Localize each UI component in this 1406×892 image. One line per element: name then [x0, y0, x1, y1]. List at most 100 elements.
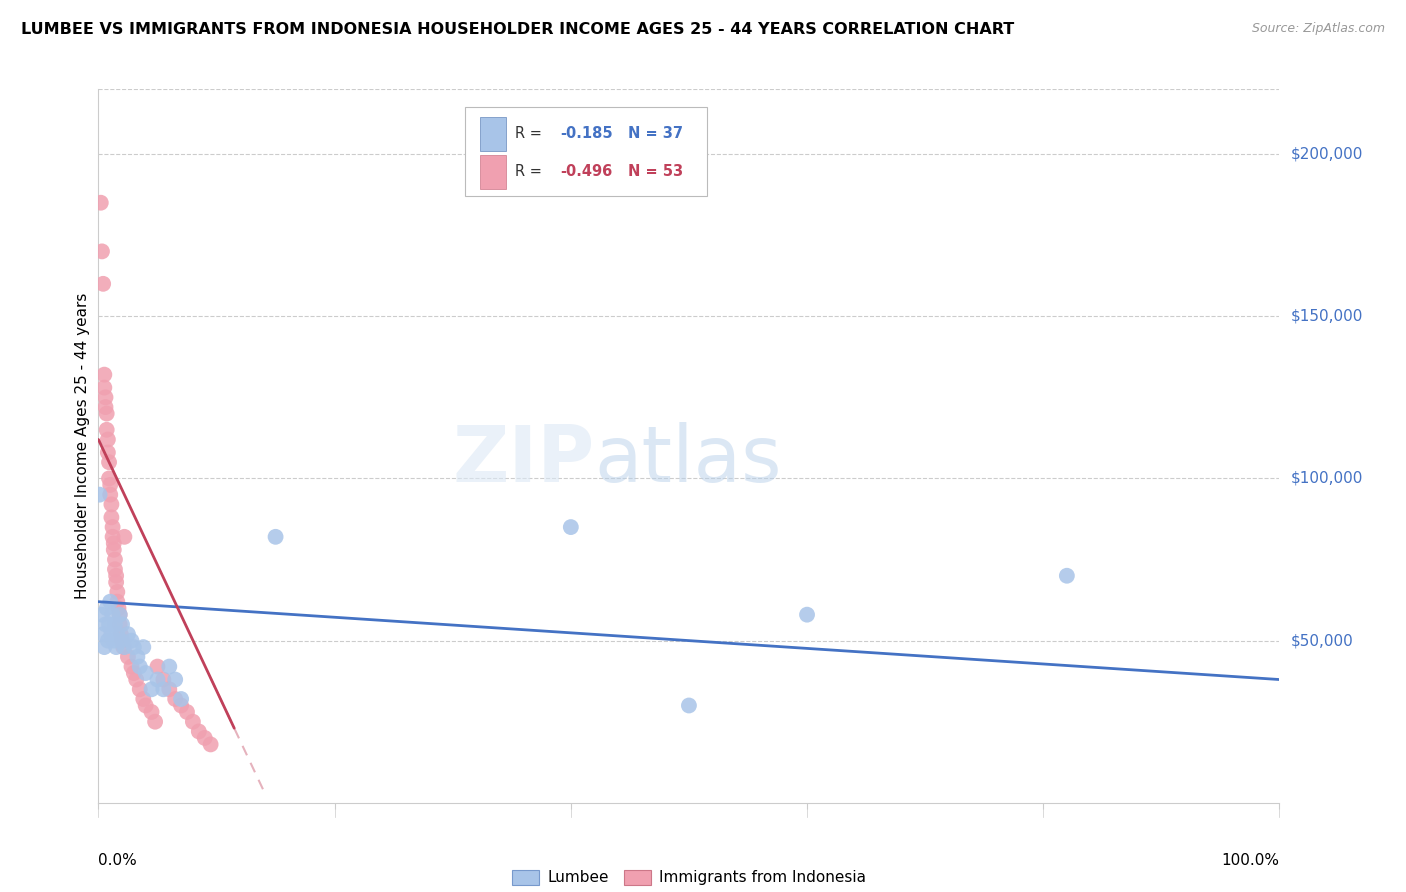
Point [97, 633, 120, 648]
Y-axis label: Householder Income Ages 25 - 44 years: Householder Income Ages 25 - 44 years [75, 293, 90, 599]
Point [121, 633, 143, 648]
Point [152, 682, 174, 697]
Point [108, 607, 131, 622]
FancyBboxPatch shape [479, 117, 506, 151]
Point [125, 673, 148, 687]
Text: R =: R = [516, 126, 547, 141]
Point [89, 488, 111, 502]
Point [157, 659, 180, 673]
Point [128, 682, 150, 697]
Point [105, 640, 128, 654]
Point [170, 692, 193, 706]
Text: Source: ZipAtlas.com: Source: ZipAtlas.com [1251, 22, 1385, 36]
Text: -0.496: -0.496 [560, 163, 613, 178]
Point [103, 542, 125, 557]
Point [105, 627, 128, 641]
Point [100, 627, 122, 641]
FancyBboxPatch shape [464, 107, 707, 196]
Point [98, 478, 121, 492]
Point [111, 633, 134, 648]
Point [170, 698, 193, 713]
Text: 100.0%: 100.0% [1222, 853, 1279, 868]
Point [122, 640, 145, 654]
Point [103, 633, 125, 648]
Text: ZIP: ZIP [453, 422, 595, 499]
Point [96, 601, 118, 615]
Point [165, 692, 187, 706]
Text: R =: R = [516, 163, 547, 178]
Text: -0.185: -0.185 [560, 126, 613, 141]
Point [105, 575, 128, 590]
Text: $50,000: $50,000 [1291, 633, 1354, 648]
Point [152, 673, 174, 687]
Text: $200,000: $200,000 [1291, 146, 1362, 161]
Point [94, 617, 117, 632]
Text: $150,000: $150,000 [1291, 309, 1362, 324]
Point [93, 640, 115, 654]
Point [127, 649, 149, 664]
Point [105, 568, 128, 582]
Text: LUMBEE VS IMMIGRANTS FROM INDONESIA HOUSEHOLDER INCOME AGES 25 - 44 YEARS CORREL: LUMBEE VS IMMIGRANTS FROM INDONESIA HOUS… [21, 22, 1014, 37]
Point [104, 552, 127, 566]
Text: $100,000: $100,000 [1291, 471, 1362, 486]
Point [100, 497, 122, 511]
Point [94, 400, 117, 414]
Point [104, 562, 127, 576]
Point [157, 682, 180, 697]
Point [128, 659, 150, 673]
Point [141, 705, 163, 719]
Text: atlas: atlas [595, 422, 782, 499]
Point [560, 520, 582, 534]
Point [98, 455, 121, 469]
Text: 0.0%: 0.0% [98, 853, 138, 868]
Point [104, 617, 127, 632]
Point [91, 607, 114, 622]
Point [143, 714, 166, 729]
Point [96, 407, 118, 421]
Point [101, 520, 124, 534]
Point [135, 666, 157, 681]
Point [110, 633, 132, 648]
Point [98, 595, 121, 609]
Point [100, 510, 122, 524]
Legend: Lumbee, Immigrants from Indonesia: Lumbee, Immigrants from Indonesia [506, 863, 872, 891]
Point [194, 731, 217, 745]
Point [91, 244, 114, 259]
Point [141, 682, 163, 697]
Point [105, 585, 128, 599]
Point [103, 536, 125, 550]
Point [117, 649, 139, 664]
Point [108, 617, 131, 632]
Point [105, 595, 128, 609]
Point [107, 601, 129, 615]
Point [96, 423, 118, 437]
Point [117, 627, 139, 641]
Point [101, 530, 124, 544]
Point [108, 607, 131, 622]
Text: N = 37: N = 37 [627, 126, 682, 141]
Point [264, 530, 287, 544]
Point [135, 698, 157, 713]
Point [146, 673, 169, 687]
Point [97, 433, 120, 447]
Text: N = 53: N = 53 [627, 163, 683, 178]
Point [200, 738, 222, 752]
Point [110, 627, 132, 641]
Point [146, 659, 169, 673]
Point [98, 617, 121, 632]
Point [1056, 568, 1078, 582]
Point [165, 673, 187, 687]
Point [91, 277, 114, 291]
Point [93, 368, 115, 382]
Point [121, 659, 143, 673]
Point [678, 698, 700, 713]
Point [132, 640, 155, 654]
Point [101, 607, 124, 622]
Point [94, 390, 117, 404]
Point [91, 627, 114, 641]
Point [112, 640, 135, 654]
Point [176, 705, 198, 719]
Point [98, 471, 121, 485]
Point [132, 692, 155, 706]
Point [187, 724, 209, 739]
